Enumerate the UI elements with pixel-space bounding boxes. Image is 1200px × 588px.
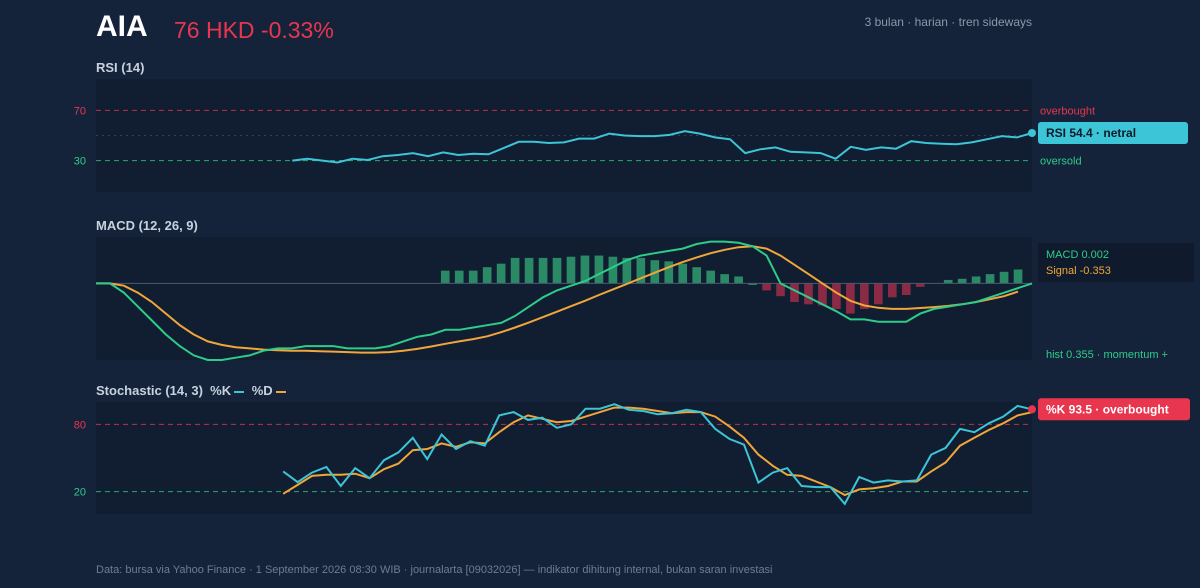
macd-hist-bar bbox=[776, 283, 785, 297]
macd-hist-bar bbox=[706, 270, 716, 284]
signal-value-label: Signal -0.353 bbox=[1046, 265, 1111, 277]
macd-hist-bar bbox=[846, 283, 855, 314]
stoch-k-line bbox=[282, 403, 1033, 506]
rsi-level-label-70: overbought bbox=[1040, 105, 1095, 117]
macd-hist-bar bbox=[524, 257, 534, 284]
macd-hist-bar bbox=[873, 283, 883, 305]
stoch-title: Stochastic (14, 3) bbox=[96, 383, 203, 398]
legend-d-swatch bbox=[275, 390, 286, 393]
macd-hist-bar bbox=[622, 257, 632, 284]
macd-hist-bar bbox=[538, 257, 548, 284]
macd-hist-bar bbox=[664, 261, 674, 284]
macd-label-box bbox=[1038, 243, 1194, 282]
macd-hist-bar bbox=[818, 283, 827, 306]
macd-hist-bar bbox=[901, 283, 911, 296]
stoch-panel bbox=[96, 402, 1032, 514]
stoch-legend: Stochastic (14, 3) %K %D bbox=[96, 383, 290, 398]
macd-hist-bar bbox=[440, 270, 450, 284]
rsi-level-label-30: oversold bbox=[1040, 156, 1082, 168]
legend-k-label: %K bbox=[210, 383, 232, 398]
macd-hist-bar bbox=[985, 274, 995, 284]
macd-hist-bar bbox=[748, 283, 757, 285]
macd-hist-bar bbox=[734, 276, 743, 284]
stoch-tick-20: 20 bbox=[74, 487, 86, 499]
rsi-current-label: RSI 54.4 · netral bbox=[1046, 126, 1136, 140]
footer-source: Data: bursa via Yahoo Finance · 1 Septem… bbox=[96, 564, 773, 576]
macd-hist-bar bbox=[468, 270, 478, 284]
macd-hist-bar bbox=[971, 276, 981, 284]
macd-hist-bar bbox=[804, 283, 813, 305]
macd-hist-bar bbox=[1013, 269, 1023, 284]
stoch-current-label-bg bbox=[1038, 398, 1190, 421]
stoch-tick-80: 80 bbox=[74, 419, 86, 431]
macd-value-label: MACD 0.002 bbox=[1046, 249, 1109, 261]
macd-hist-bar bbox=[999, 271, 1009, 284]
macd-hist-bar bbox=[552, 257, 562, 284]
macd-title: MACD (12, 26, 9) bbox=[96, 218, 198, 233]
chart-meta: 3 bulan · harian · tren sideways bbox=[864, 15, 1032, 29]
signal-line bbox=[96, 245, 1019, 354]
hist-value-label: hist 0.355 · momentum + bbox=[1046, 349, 1168, 361]
macd-hist-bar bbox=[454, 270, 464, 284]
macd-hist-bar bbox=[720, 274, 729, 284]
macd-hist-bar bbox=[915, 283, 925, 287]
macd-hist-bar bbox=[943, 279, 953, 284]
macd-hist-bar bbox=[957, 278, 967, 284]
macd-hist-bar bbox=[832, 283, 841, 309]
rsi-tick-70: 70 bbox=[74, 105, 86, 117]
macd-panel bbox=[96, 237, 1032, 360]
legend-d-label: %D bbox=[251, 383, 273, 398]
macd-hist-bar bbox=[860, 283, 869, 309]
macd-hist-bar bbox=[608, 256, 618, 284]
macd-hist-bar bbox=[482, 267, 492, 284]
legend-k-swatch bbox=[234, 390, 245, 393]
macd-hist-bar bbox=[887, 283, 897, 298]
price-change: 76 HKD -0.33% bbox=[174, 17, 334, 43]
macd-line bbox=[96, 240, 1033, 361]
rsi-line bbox=[292, 130, 1033, 164]
macd-hist-bar bbox=[580, 255, 590, 284]
macd-hist-bar bbox=[594, 255, 604, 284]
rsi-tick-30: 30 bbox=[74, 156, 86, 168]
rsi-last-point bbox=[1028, 128, 1036, 137]
macd-hist-bar bbox=[678, 263, 688, 284]
macd-hist-bar bbox=[762, 283, 771, 291]
stoch-last-point bbox=[1028, 405, 1036, 414]
macd-hist-bar bbox=[636, 257, 646, 284]
rsi-title: RSI (14) bbox=[96, 60, 145, 75]
stoch-current-label: %K 93.5 · overbought bbox=[1046, 402, 1169, 416]
macd-hist-bar bbox=[510, 257, 520, 284]
macd-hist-bar bbox=[566, 256, 576, 284]
macd-hist-bar bbox=[692, 267, 702, 284]
ticker-symbol: AIA bbox=[96, 10, 148, 43]
macd-hist-bar bbox=[496, 263, 506, 284]
rsi-current-label-bg bbox=[1038, 121, 1188, 144]
macd-hist-bar bbox=[790, 283, 799, 302]
